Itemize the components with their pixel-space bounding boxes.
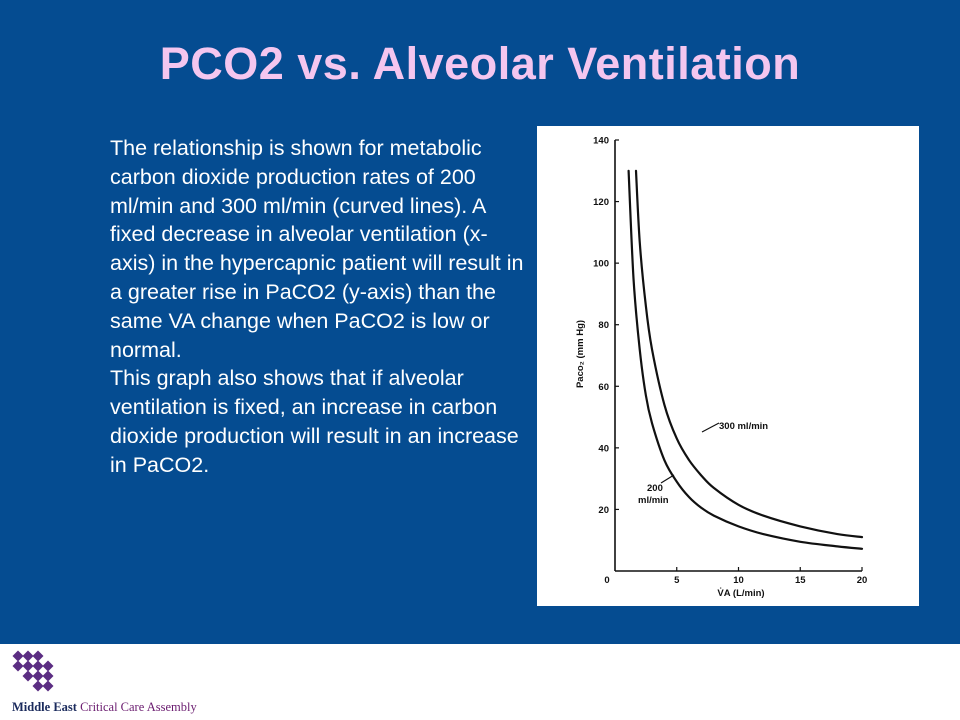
y-tick-label: 60 xyxy=(598,382,609,393)
slide-background: PCO2 vs. Alveolar Ventilation The relati… xyxy=(0,0,960,644)
y-tick-label: 120 xyxy=(593,197,609,208)
paco2-ventilation-chart: 0 5 10 15 20 20 40 60 80 100 120 140 300 ml/min 200m… xyxy=(575,136,868,600)
x-tick-label: 15 xyxy=(795,575,806,586)
x-tick-label: 10 xyxy=(733,575,744,586)
footer: Middle East Critical Care Assembly xyxy=(0,644,960,720)
label-300-ml-min: 300 ml/min xyxy=(719,421,768,432)
org-name-part1: Middle East xyxy=(12,700,77,714)
label-200: 200 xyxy=(647,483,663,494)
logo-diamond xyxy=(22,670,34,682)
logo-diamond xyxy=(32,660,44,672)
y-tick-label: 20 xyxy=(598,505,609,516)
logo-diamond xyxy=(32,650,44,662)
logo-diamond xyxy=(42,670,54,682)
logo-diamond xyxy=(42,660,54,672)
pointer-200-ml-min xyxy=(660,474,675,484)
y-axis-label: Paco₂ (mm Hg) xyxy=(575,320,586,388)
x-tick-label: 5 xyxy=(674,575,680,586)
logo-diamond xyxy=(22,650,34,662)
logo-diamond xyxy=(32,670,44,682)
curve-200-ml-min xyxy=(627,169,864,550)
logo-diamond xyxy=(22,660,34,672)
logo-diamond xyxy=(42,680,54,692)
body-paragraph-2: This graph also shows that if alveolar v… xyxy=(110,366,519,477)
assembly-logo-icon xyxy=(12,650,54,692)
slide-title: PCO2 vs. Alveolar Ventilation xyxy=(159,38,801,89)
logo-diamond xyxy=(12,650,24,662)
x-axis-label: V̇A (L/min) xyxy=(717,588,764,599)
y-tick-label: 140 xyxy=(593,136,609,147)
y-tick-label: 40 xyxy=(598,443,609,454)
logo-diamond xyxy=(12,660,24,672)
org-name: Middle East Critical Care Assembly xyxy=(12,700,197,715)
x-tick-label: 0 xyxy=(604,575,609,586)
org-name-part2: Critical Care Assembly xyxy=(76,700,197,714)
body-text: The relationship is shown for metabolic … xyxy=(110,134,525,480)
pointer-300-ml-min xyxy=(701,422,720,433)
body-paragraph-1: The relationship is shown for metabolic … xyxy=(110,136,524,362)
y-tick-label: 100 xyxy=(593,259,609,270)
curve-300-ml-min xyxy=(634,169,864,539)
x-tick-label: 20 xyxy=(857,575,868,586)
y-tick-label: 80 xyxy=(598,320,609,331)
logo-diamond xyxy=(32,680,44,692)
chart-panel: 0 5 10 15 20 20 40 60 80 100 120 140 300 ml/min 200 m… xyxy=(537,126,919,606)
label-ml-min: ml/min xyxy=(638,495,669,506)
